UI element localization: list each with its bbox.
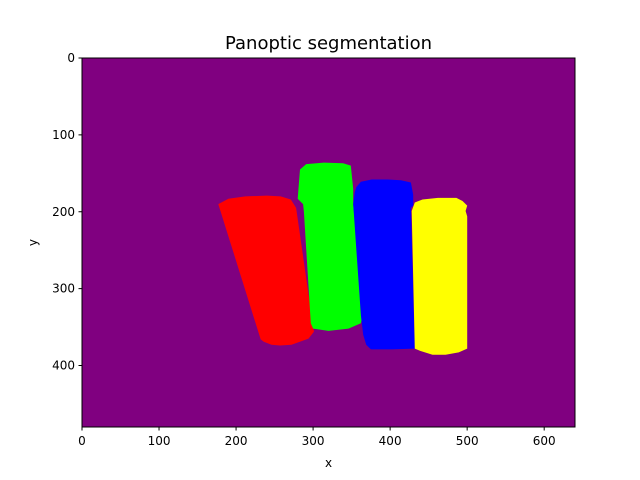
x-tick-label: 400 [379,434,402,448]
segment-blue [353,179,415,350]
segments-layer [218,162,468,355]
y-axis-ticks: 0 100 200 300 400 [52,51,82,373]
x-axis-ticks: 0 100 200 300 400 500 600 [78,427,556,448]
x-axis-label: x [325,456,332,470]
x-tick-label: 200 [225,434,248,448]
y-tick-label: 0 [67,51,75,65]
y-tick-label: 200 [52,205,75,219]
plot-area [81,57,576,428]
y-axis-label: y [26,239,40,246]
segment-red [218,195,314,346]
x-tick-label: 100 [148,434,171,448]
x-tick-label: 500 [456,434,479,448]
axes-frame [81,57,576,428]
x-tick-label: 300 [302,434,325,448]
x-tick-label: 0 [78,434,86,448]
segment-yellow [411,197,468,355]
segment-green [297,162,364,331]
x-tick-label: 600 [533,434,556,448]
chart-title: Panoptic segmentation [225,33,432,54]
y-tick-label: 400 [52,359,75,373]
y-tick-label: 100 [52,128,75,142]
y-tick-label: 300 [52,282,75,296]
